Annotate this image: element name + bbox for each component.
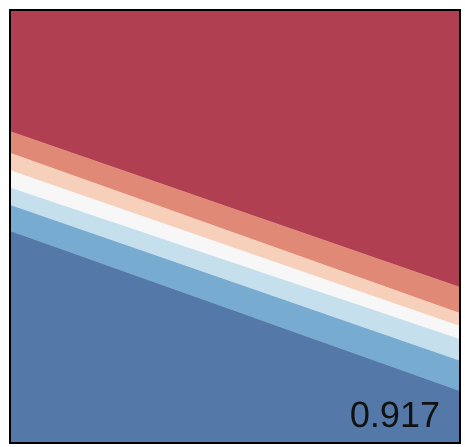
- contour-band-4: [10, 170, 460, 340]
- contour-band-1: [10, 10, 460, 288]
- contour-bands: [10, 10, 460, 443]
- contour-band-5: [10, 187, 460, 361]
- score-label: 0.917: [350, 394, 440, 435]
- contour-band-2: [10, 131, 460, 314]
- contour-band-3: [10, 152, 460, 327]
- contour-band-7: [10, 230, 460, 443]
- plot-frame: [9, 9, 461, 444]
- contour-band-6: [10, 204, 460, 392]
